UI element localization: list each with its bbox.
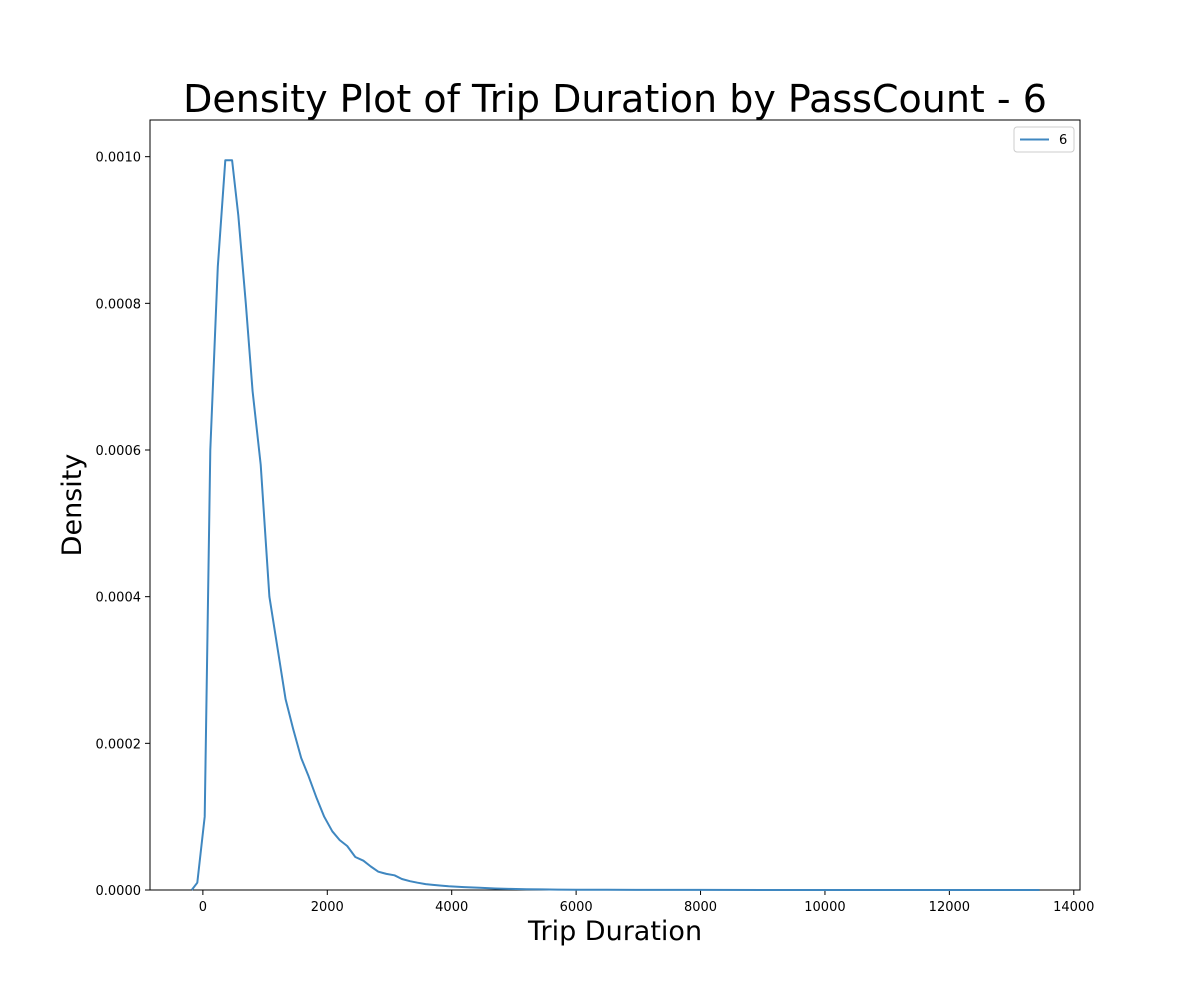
x-tick-label: 10000 (804, 900, 845, 915)
x-tick-label: 8000 (684, 900, 717, 915)
series-layer (190, 159, 1040, 891)
y-axis-label: Density (57, 454, 88, 557)
y-axis-ticks: 0.0000 0.0002 0.0004 0.0006 0.0008 0.0010 (96, 151, 150, 899)
legend-entry-label: 6 (1059, 133, 1067, 148)
x-tick-label: 0 (199, 900, 207, 915)
density-line-series-6 (190, 159, 1040, 891)
x-tick-label: 4000 (435, 900, 468, 915)
x-tick-label: 12000 (929, 900, 970, 915)
y-tick-label: 0.0010 (96, 151, 142, 166)
x-tick-label: 2000 (311, 900, 344, 915)
plot-area: 0 2000 4000 6000 8000 10000 12000 14000 0.00000… (96, 119, 1094, 915)
y-tick-label: 0.0000 (96, 884, 142, 899)
legend: 6 (1013, 126, 1075, 153)
x-axis-ticks: 0 2000 4000 6000 8000 10000 12000 14000 (199, 890, 1094, 915)
y-tick-label: 0.0004 (96, 591, 142, 606)
chart-title: Density Plot of Trip Duration by PassCou… (183, 77, 1047, 121)
x-tick-label: 14000 (1053, 900, 1094, 915)
x-axis-label: Trip Duration (527, 916, 702, 947)
y-tick-label: 0.0002 (96, 737, 142, 752)
y-tick-label: 0.0008 (96, 297, 142, 312)
y-tick-label: 0.0006 (96, 444, 142, 459)
x-tick-label: 6000 (560, 900, 593, 915)
